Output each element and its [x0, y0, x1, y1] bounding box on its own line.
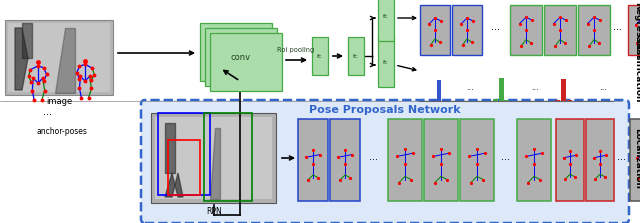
Text: ···: ··· — [492, 25, 500, 35]
Bar — [312, 37, 328, 75]
Text: fc: fc — [317, 54, 323, 58]
Bar — [158, 113, 210, 195]
Polygon shape — [15, 28, 28, 90]
Text: Regression: Regression — [634, 2, 640, 58]
Polygon shape — [55, 28, 75, 93]
Bar — [586, 119, 614, 201]
Text: fc: fc — [383, 60, 389, 64]
Bar — [424, 119, 458, 201]
Text: fc: fc — [353, 54, 359, 58]
Text: ···: ··· — [466, 86, 474, 95]
FancyBboxPatch shape — [141, 100, 629, 223]
Bar — [200, 23, 272, 81]
Text: Pose Proposals Network: Pose Proposals Network — [309, 105, 461, 115]
Bar — [544, 5, 576, 55]
Bar — [460, 119, 494, 201]
Bar — [442, 100, 447, 101]
Bar — [510, 5, 542, 55]
Polygon shape — [165, 173, 183, 197]
Bar — [561, 79, 566, 101]
Bar — [155, 117, 272, 199]
Bar — [556, 99, 560, 101]
Bar — [388, 119, 422, 201]
Text: Classification: Classification — [634, 34, 640, 102]
Text: fc: fc — [383, 14, 389, 19]
Bar — [420, 5, 450, 55]
Text: image: image — [46, 97, 72, 106]
Text: ···: ··· — [44, 110, 52, 120]
Text: ···: ··· — [614, 25, 623, 35]
Bar — [378, 0, 394, 41]
Bar — [517, 119, 551, 201]
Bar — [151, 113, 276, 203]
Bar — [298, 119, 328, 201]
Bar — [348, 37, 364, 75]
Bar — [205, 28, 277, 86]
Bar — [330, 119, 360, 201]
Text: ···: ··· — [369, 155, 378, 165]
Bar — [204, 113, 252, 201]
Text: ···: ··· — [500, 155, 509, 165]
Bar — [499, 78, 504, 101]
Bar — [493, 99, 498, 101]
Text: ···: ··· — [618, 155, 627, 165]
Text: ···: ··· — [531, 86, 539, 95]
Bar — [578, 5, 610, 55]
Bar — [378, 37, 394, 87]
Text: anchor-poses: anchor-poses — [36, 127, 88, 136]
Bar — [630, 119, 640, 201]
Polygon shape — [22, 23, 32, 58]
Text: Localization: Localization — [634, 128, 640, 188]
Bar — [431, 99, 436, 101]
Bar — [452, 5, 482, 55]
Text: RPN: RPN — [206, 207, 222, 216]
Bar — [8, 23, 110, 92]
Polygon shape — [210, 128, 220, 199]
Bar — [504, 99, 509, 101]
Bar — [567, 100, 572, 101]
Bar — [5, 20, 113, 95]
Text: ···: ··· — [599, 86, 607, 95]
Bar — [210, 33, 282, 91]
Bar — [556, 119, 584, 201]
Bar — [628, 5, 640, 55]
Bar — [436, 81, 442, 101]
Polygon shape — [165, 123, 175, 173]
Text: Roi pooling: Roi pooling — [277, 47, 315, 53]
Bar — [168, 140, 200, 195]
Text: conv: conv — [231, 52, 251, 62]
